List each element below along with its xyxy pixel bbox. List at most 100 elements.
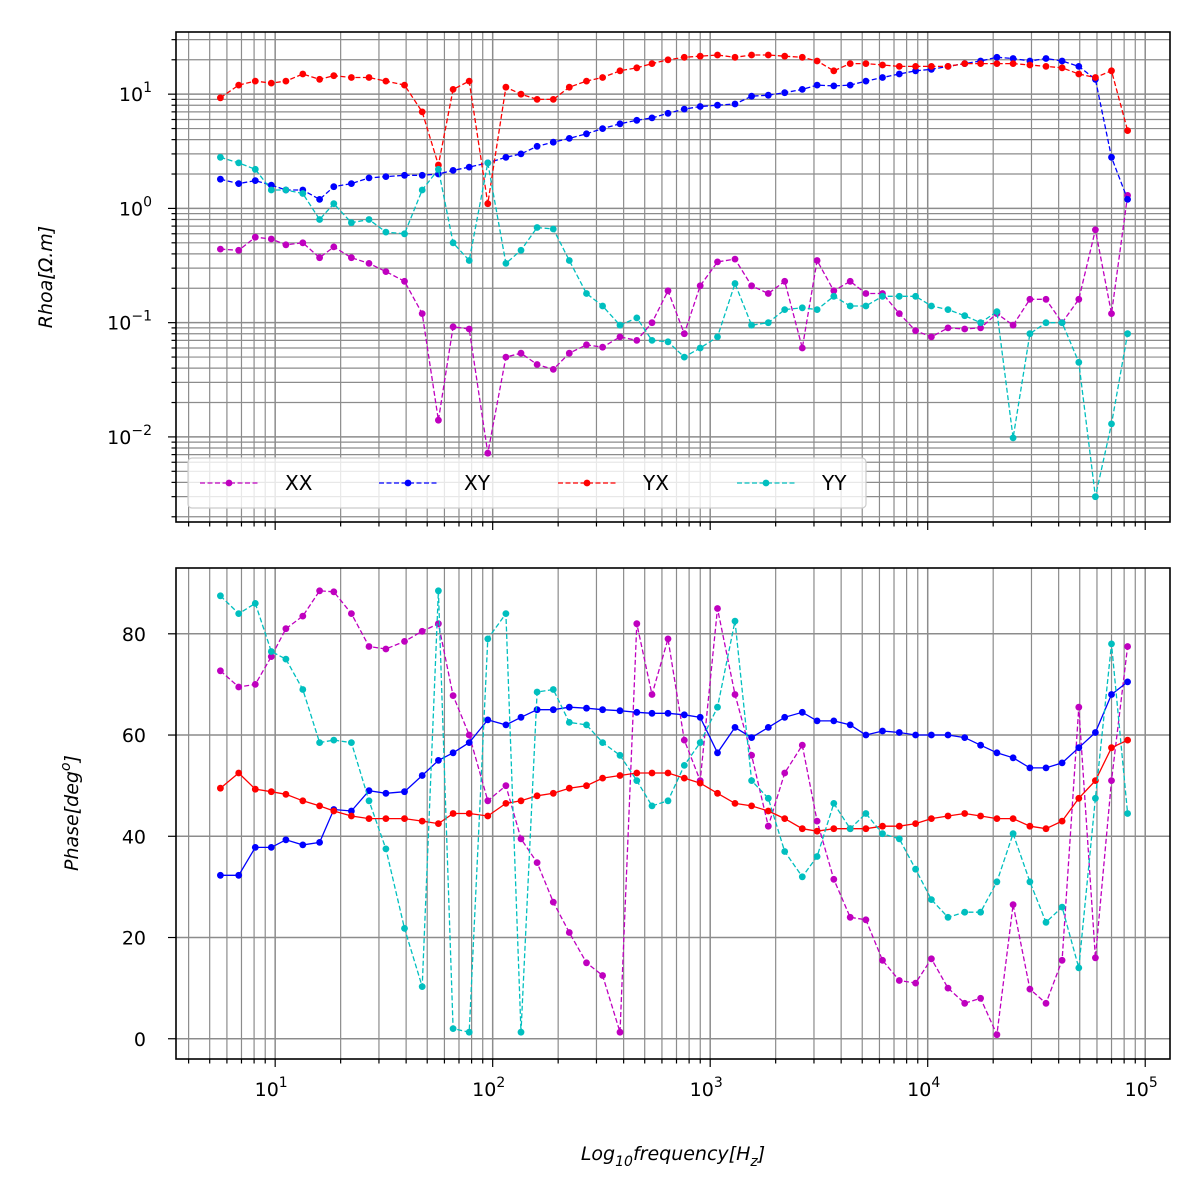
phase-point-xy xyxy=(1042,764,1050,772)
phase-point-xx xyxy=(813,817,821,825)
rhoa-point-yy xyxy=(382,228,390,236)
phase-point-yx xyxy=(714,789,721,797)
phase-point-yy xyxy=(401,925,408,932)
rhoa-point-yx xyxy=(633,64,641,72)
phase-point-yy xyxy=(583,721,590,729)
rhoa-point-yy xyxy=(846,302,854,310)
phase-point-yx xyxy=(401,815,408,822)
phase-point-yx xyxy=(1009,815,1017,822)
phase-point-xx xyxy=(977,994,984,1002)
phase-point-yy xyxy=(1124,810,1131,817)
rhoa-point-xy xyxy=(1075,63,1083,70)
phase-point-yy xyxy=(1026,878,1034,886)
rhoa-point-xx xyxy=(944,324,952,332)
phase-ytick-label: 20 xyxy=(122,928,146,950)
phase-axes-frame xyxy=(175,567,1171,1060)
rhoa-point-xy xyxy=(330,183,338,191)
phase-point-yx xyxy=(484,812,492,820)
legend-label-xx: XX xyxy=(285,471,313,495)
phase-point-yx xyxy=(781,815,789,822)
phase-point-yy xyxy=(781,848,789,855)
rhoa-point-yx xyxy=(648,60,656,67)
rhoa-point-xy xyxy=(798,86,806,93)
phase-point-xy xyxy=(565,703,573,711)
rhoa-point-xx xyxy=(599,343,606,351)
rhoa-point-xx xyxy=(502,353,510,361)
phase-point-yy xyxy=(1058,903,1066,911)
phase-point-xy xyxy=(830,717,838,725)
rhoa-point-yy xyxy=(993,308,1001,315)
rhoa-ylabel: Rhoa[Ω.m] xyxy=(35,226,57,328)
rhoa-point-xx xyxy=(912,327,919,335)
phase-point-xx xyxy=(1124,643,1131,650)
phase-point-xy xyxy=(648,709,656,717)
rhoa-point-xx xyxy=(465,325,473,333)
rhoa-point-yy xyxy=(316,216,323,223)
phase-point-xy xyxy=(217,871,224,879)
rhoa-point-xx xyxy=(484,449,492,457)
phase-point-xx xyxy=(1009,901,1017,908)
phase-ytick-label: 60 xyxy=(122,725,146,747)
phase-point-yy xyxy=(764,794,772,802)
phase-point-xy xyxy=(401,788,408,796)
rhoa-point-yy xyxy=(977,319,984,327)
legend-marker-xx xyxy=(225,479,233,487)
rhoa-point-yy xyxy=(680,353,688,361)
rhoa-point-xx xyxy=(565,349,573,357)
phase-point-yy xyxy=(846,825,854,833)
phase-point-yy xyxy=(879,830,886,838)
phase-point-yx xyxy=(879,822,886,830)
rhoa-point-yy xyxy=(365,216,373,223)
rhoa-point-yy xyxy=(895,292,903,300)
legend-marker-yy xyxy=(762,479,770,487)
rhoa-point-xy xyxy=(781,89,789,97)
phase-point-xx xyxy=(781,769,789,777)
rhoa-point-yx xyxy=(316,75,323,83)
phase-xtick-label: 105 xyxy=(1125,1075,1158,1101)
rhoa-point-xx xyxy=(616,333,624,341)
phase-point-xy xyxy=(862,731,870,739)
phase-point-yy xyxy=(365,797,373,805)
rhoa-point-yx xyxy=(484,200,492,208)
rhoa-point-xy xyxy=(565,135,573,142)
rhoa-point-yy xyxy=(282,186,290,194)
phase-point-yy xyxy=(282,655,290,663)
phase-point-xy xyxy=(365,787,373,795)
rhoa-point-yx xyxy=(616,67,624,75)
rhoa-point-xy xyxy=(1124,196,1131,203)
rhoa-axes-frame xyxy=(175,31,1171,523)
phase-point-xx xyxy=(664,635,672,643)
rhoa-point-xy xyxy=(680,105,688,113)
legend: XX XY YX YY xyxy=(187,457,867,509)
phase-grid xyxy=(176,568,1170,1059)
phase-point-xx xyxy=(382,645,390,653)
phase-point-xx xyxy=(648,691,656,698)
rhoa-point-yy xyxy=(696,344,704,352)
rhoa-point-xx xyxy=(1092,226,1099,234)
rhoa-point-yx xyxy=(944,63,952,70)
rhoa-point-yy xyxy=(731,280,739,287)
phase-point-xy xyxy=(714,749,721,757)
phase-point-yx xyxy=(267,788,275,796)
phase-point-yy xyxy=(912,865,919,873)
phase-point-yx xyxy=(299,797,307,805)
phase-point-xy xyxy=(465,739,473,746)
rhoa-point-yy xyxy=(583,290,590,297)
phase-point-yy xyxy=(1009,830,1017,838)
rhoa-point-yy xyxy=(798,304,806,312)
rhoa-point-yx xyxy=(549,96,557,103)
phase-point-yy xyxy=(267,648,275,655)
rhoa-point-yx xyxy=(365,74,373,81)
rhoa-point-yy xyxy=(517,246,525,254)
phase-point-yy xyxy=(449,1025,457,1032)
phase-point-xx xyxy=(616,1028,624,1036)
phase-point-xy xyxy=(748,734,755,741)
rhoa-point-xx xyxy=(418,310,426,317)
phase-point-yy xyxy=(977,908,984,916)
phase-point-yx xyxy=(533,792,541,800)
rhoa-point-yx xyxy=(449,86,457,93)
phase-point-yy xyxy=(565,719,573,726)
rhoa-point-yx xyxy=(764,51,772,59)
phase-point-yx xyxy=(583,782,590,790)
